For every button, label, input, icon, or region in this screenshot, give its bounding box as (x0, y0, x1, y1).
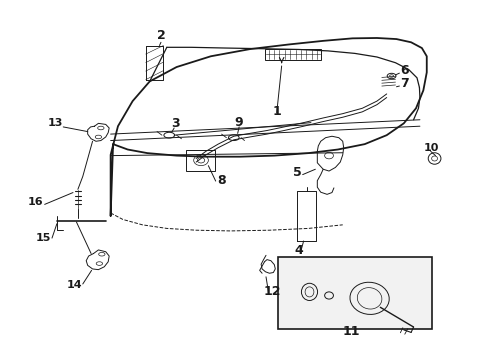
FancyBboxPatch shape (278, 257, 432, 329)
Text: 2: 2 (157, 29, 165, 42)
Text: 10: 10 (423, 143, 439, 153)
Text: 12: 12 (263, 285, 281, 298)
Text: 16: 16 (28, 197, 44, 207)
Text: 8: 8 (218, 174, 226, 186)
Text: 6: 6 (400, 64, 409, 77)
Text: 14: 14 (67, 280, 83, 289)
Text: 4: 4 (294, 243, 303, 257)
Text: 5: 5 (294, 166, 302, 179)
Text: 1: 1 (272, 105, 281, 118)
Text: 15: 15 (36, 233, 51, 243)
Text: 7: 7 (400, 77, 409, 90)
Text: 9: 9 (235, 116, 244, 129)
Text: 3: 3 (172, 117, 180, 130)
Text: 11: 11 (343, 325, 360, 338)
Text: 13: 13 (48, 118, 63, 128)
